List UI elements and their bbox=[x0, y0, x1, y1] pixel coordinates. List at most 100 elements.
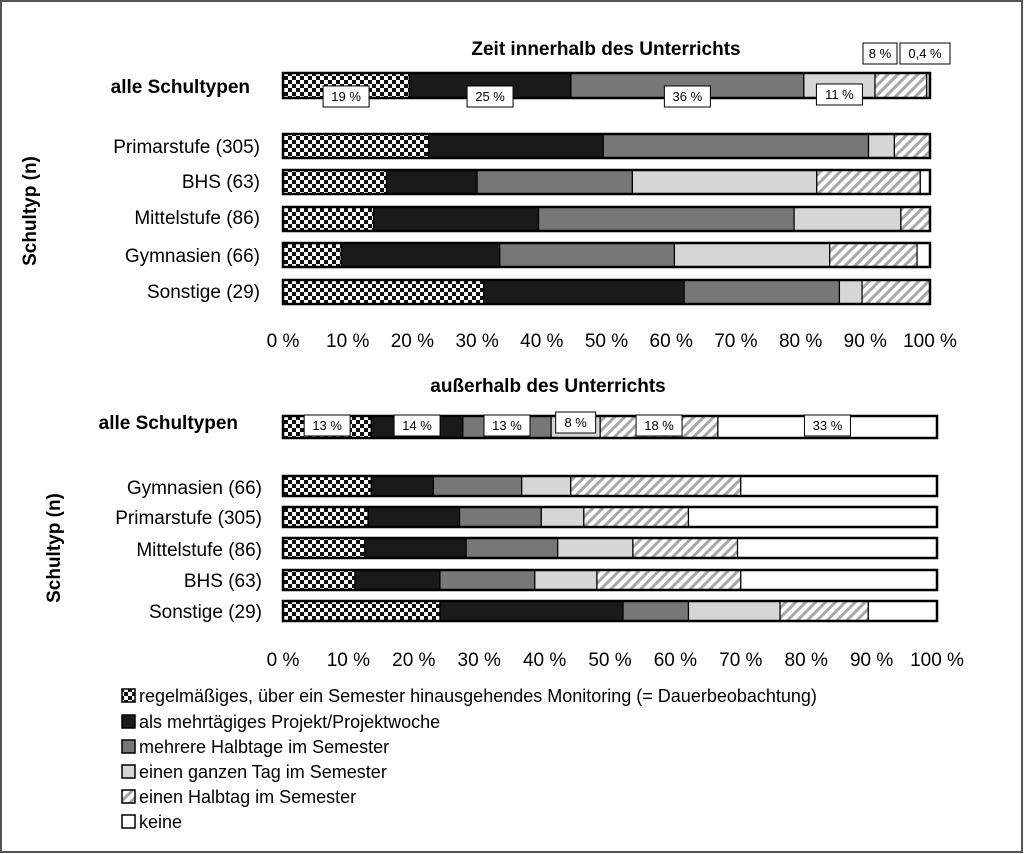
bar-segment-projektwoche bbox=[385, 169, 478, 195]
x-tick-label: 60 % bbox=[654, 650, 697, 671]
x-axis-ticks: 0 % 10 % 20 % 30 % 40 % 50 % 60 % 70 % 80 % 90 % 1… bbox=[267, 331, 957, 352]
bar-segment-halbtag bbox=[583, 506, 690, 528]
bar-segment-monitoring bbox=[282, 206, 375, 232]
legend-label: keine bbox=[139, 812, 182, 832]
category-label: Gymnasien (66) bbox=[125, 246, 260, 267]
x-tick-label: 0 % bbox=[267, 331, 300, 352]
bar-segment-halbtag bbox=[893, 133, 931, 159]
data-label: 8 % bbox=[564, 415, 587, 430]
bar-segment-halbtag bbox=[632, 537, 739, 559]
data-label: 11 % bbox=[825, 87, 854, 102]
total-bar-outline bbox=[281, 71, 932, 100]
category-label: Primarstufe (305) bbox=[115, 508, 262, 529]
category-label: BHS (63) bbox=[182, 172, 260, 193]
bar-segment-monitoring bbox=[282, 569, 356, 591]
bar-segment-keine bbox=[740, 569, 938, 591]
bar-segment-monitoring bbox=[282, 600, 441, 622]
data-label-box bbox=[393, 414, 441, 437]
bar-segment-halbtage bbox=[537, 206, 795, 232]
x-tick-label: 80 % bbox=[785, 650, 828, 671]
legend-label: als mehrtägiges Projekt/Projektwoche bbox=[139, 712, 440, 732]
bar-row bbox=[281, 132, 932, 160]
bar-outline bbox=[281, 505, 939, 529]
total-bar-outline bbox=[281, 414, 939, 440]
x-tick-label: 80 % bbox=[779, 331, 822, 352]
bar-segment-projektwoche bbox=[340, 242, 501, 268]
x-tick-label: 90 % bbox=[850, 650, 893, 671]
bar-row bbox=[281, 505, 939, 529]
data-label-box bbox=[555, 411, 597, 434]
x-axis-ticks: 0 % 10 % 20 % 30 % 40 % 50 % 60 % 70 % 80 % 90 % 1… bbox=[267, 650, 964, 671]
bar-row bbox=[281, 241, 932, 269]
x-tick-label: 100 % bbox=[910, 650, 964, 671]
bar-segment-monitoring bbox=[282, 133, 430, 159]
legend-item: einen ganzen Tag im Semester bbox=[121, 762, 387, 782]
bar-segment-halbtage bbox=[465, 537, 559, 559]
bar-segment-ganzer-tag bbox=[557, 537, 634, 559]
legend-item: mehrere Halbtage im Semester bbox=[121, 737, 389, 757]
bar-segment-keine bbox=[740, 475, 938, 497]
bar-segment-halbtag bbox=[779, 600, 869, 622]
bar-outline bbox=[281, 474, 939, 498]
category-label: Mittelstufe (86) bbox=[134, 208, 260, 229]
data-label: 14 % bbox=[402, 418, 432, 433]
x-tick-label: 0 % bbox=[267, 650, 300, 671]
bar-segment-ganzer-tag bbox=[793, 206, 902, 232]
data-label-box bbox=[635, 414, 683, 437]
x-tick-label: 30 % bbox=[455, 331, 498, 352]
bar-segment-keine bbox=[867, 600, 938, 622]
bar-segment-projektwoche bbox=[372, 206, 540, 232]
bar-segment-halbtag bbox=[596, 569, 742, 591]
legend-item: keine bbox=[121, 812, 182, 832]
data-label-box bbox=[303, 414, 351, 437]
bar-segment-ganzer-tag bbox=[534, 569, 598, 591]
bar-segment-monitoring bbox=[282, 506, 369, 528]
x-tick-label: 20 % bbox=[392, 650, 435, 671]
bar-row bbox=[281, 536, 939, 560]
bar-outline bbox=[281, 536, 939, 560]
data-label-box bbox=[815, 83, 863, 106]
data-label: 8 % bbox=[869, 46, 892, 61]
bar-outline bbox=[281, 168, 932, 196]
legend-swatch bbox=[121, 789, 136, 804]
x-tick-label: 20 % bbox=[391, 331, 434, 352]
chart-title: Zeit innerhalb des Unterrichts bbox=[471, 39, 740, 60]
x-tick-label: 30 % bbox=[458, 650, 501, 671]
bar-outline bbox=[281, 132, 932, 160]
bar-segment-keine bbox=[687, 506, 938, 528]
total-bar-segment-halbtag bbox=[874, 72, 928, 99]
bar-segment-halbtage bbox=[499, 242, 676, 268]
data-label: 19 % bbox=[331, 89, 361, 104]
bar-segment-projektwoche bbox=[427, 133, 604, 159]
data-label-box bbox=[483, 414, 531, 437]
bar-outline bbox=[281, 599, 939, 623]
bar-segment-halbtag bbox=[570, 475, 742, 497]
category-label: Primarstufe (305) bbox=[113, 137, 260, 158]
legend-label: einen Halbtag im Semester bbox=[139, 787, 356, 807]
bar-segment-projektwoche bbox=[370, 475, 435, 497]
bar-row bbox=[281, 168, 932, 196]
bar-segment-halbtage bbox=[602, 133, 870, 159]
bar-segment-halbtage bbox=[439, 569, 536, 591]
bar-segment-ganzer-tag bbox=[631, 169, 818, 195]
bar-segment-projektwoche bbox=[482, 279, 685, 305]
category-label: Sonstige (29) bbox=[149, 602, 262, 623]
total-bar: 13 % 14 % 13 % 8 % 18 % 33 % bbox=[281, 411, 939, 440]
bar-segment-ganzer-tag bbox=[838, 279, 863, 305]
x-tick-label: 60 % bbox=[650, 331, 693, 352]
legend-swatch bbox=[121, 739, 136, 754]
bar-segment-halbtage bbox=[432, 475, 523, 497]
legend-item: einen Halbtag im Semester bbox=[121, 787, 356, 807]
legend-label: einen ganzen Tag im Semester bbox=[139, 762, 387, 782]
bar-segment-monitoring bbox=[282, 169, 388, 195]
data-label-box bbox=[862, 42, 898, 65]
data-label-box bbox=[466, 85, 514, 108]
category-label-total: alle Schultypen bbox=[99, 413, 238, 434]
data-label: 13 % bbox=[312, 418, 342, 433]
legend-label: mehrere Halbtage im Semester bbox=[139, 737, 389, 757]
category-label: Gymnasien (66) bbox=[127, 478, 262, 499]
category-label: Sonstige (29) bbox=[147, 282, 260, 303]
bar-row bbox=[281, 599, 939, 623]
y-axis-label: Schultyp (n) bbox=[20, 156, 41, 266]
chart-panel-outside-lessons: außerhalb des Unterrichts Schultyp (n) a… bbox=[44, 376, 964, 671]
